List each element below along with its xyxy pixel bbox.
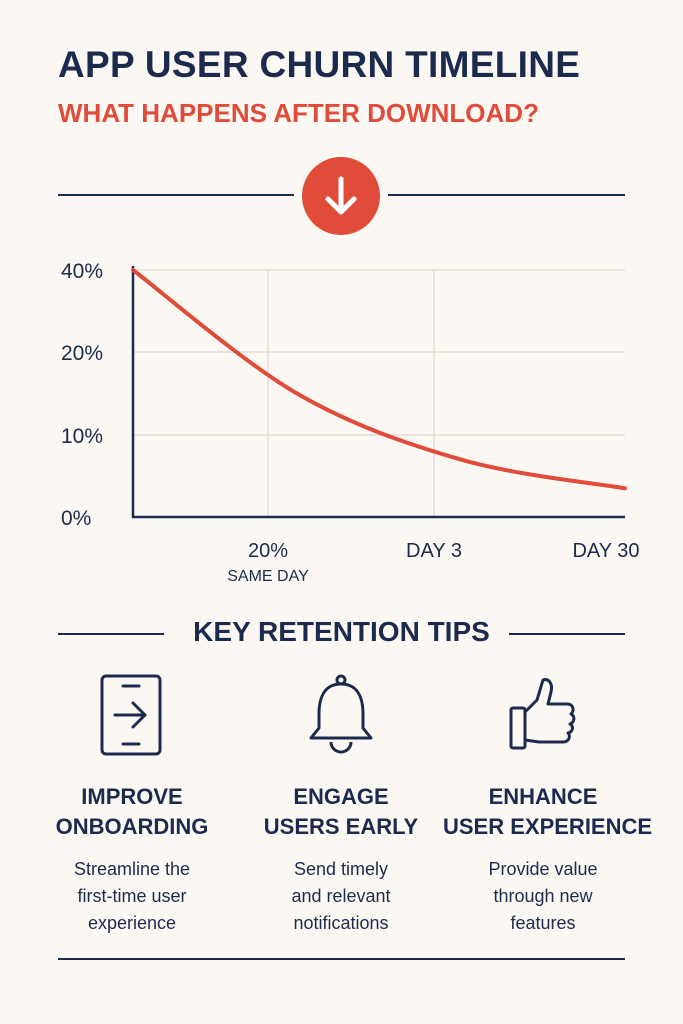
x-tick-labels: 20% SAME DAY DAY 3 DAY 30 bbox=[227, 540, 639, 585]
download-badge bbox=[302, 157, 380, 235]
x-tick-label: DAY 3 bbox=[406, 540, 462, 562]
tip-desc-line: Send timely bbox=[293, 859, 389, 879]
tips-divider-right bbox=[509, 633, 625, 635]
page-title: APP USER CHURN TIMELINE bbox=[58, 44, 581, 85]
tip-desc-line: first-time user bbox=[77, 886, 187, 906]
tips-section-title: KEY RETENTION TIPS bbox=[193, 616, 490, 647]
x-tick-label: 20% bbox=[248, 540, 288, 562]
tip-desc-line: Provide value bbox=[488, 859, 598, 879]
tip-desc-line: through new bbox=[493, 886, 593, 906]
tip-desc-line: notifications bbox=[293, 913, 389, 933]
y-tick-label: 0% bbox=[61, 507, 91, 530]
y-tick-label: 40% bbox=[61, 260, 103, 283]
tip-desc-line: features bbox=[510, 913, 576, 933]
tip-title-line: USERS EARLY bbox=[263, 814, 419, 839]
footer-divider bbox=[58, 958, 625, 960]
x-tick-label: DAY 30 bbox=[572, 540, 639, 562]
bell-icon bbox=[309, 674, 373, 754]
churn-chart: 40% 20% 10% 0% 20% SAME DAY DAY 3 DAY 30 bbox=[61, 260, 640, 585]
tip-enhance-experience: ENHANCE USER EXPERIENCE Provide value th… bbox=[443, 670, 653, 937]
y-tick-label: 20% bbox=[61, 342, 103, 365]
tip-description: Provide value through new features bbox=[443, 856, 643, 937]
thumbs-up-icon bbox=[509, 678, 576, 750]
tip-title-line: ENHANCE bbox=[488, 784, 598, 809]
tip-title-line: ONBOARDING bbox=[55, 814, 209, 839]
phone-arrow-icon bbox=[100, 674, 162, 756]
tip-title: IMPROVE ONBOARDING bbox=[32, 782, 232, 842]
tip-description: Send timely and relevant notifications bbox=[241, 856, 441, 937]
chart-grid bbox=[133, 269, 625, 517]
tip-title: ENHANCE USER EXPERIENCE bbox=[443, 782, 653, 842]
arrow-down-icon bbox=[325, 176, 357, 215]
header-divider-left bbox=[58, 194, 294, 196]
churn-line bbox=[131, 268, 627, 491]
tip-title: ENGAGE USERS EARLY bbox=[241, 782, 441, 842]
tip-desc-line: Streamline the bbox=[73, 859, 191, 879]
header-divider-right bbox=[388, 194, 625, 196]
tip-engage-users: ENGAGE USERS EARLY Send timely and relev… bbox=[241, 670, 441, 937]
x-tick-sublabel: SAME DAY bbox=[227, 568, 309, 585]
tip-improve-onboarding: IMPROVE ONBOARDING Streamline the first-… bbox=[32, 670, 232, 937]
chart-series bbox=[131, 268, 627, 491]
tip-description: Streamline the first-time user experienc… bbox=[32, 856, 232, 937]
tip-desc-line: and relevant bbox=[291, 886, 391, 906]
y-tick-labels: 40% 20% 10% 0% bbox=[61, 260, 103, 530]
tip-desc-line: experience bbox=[87, 913, 177, 933]
page-subtitle: WHAT HAPPENS AFTER DOWNLOAD? bbox=[58, 98, 539, 128]
chart-axes bbox=[131, 266, 625, 519]
tip-title-line: IMPROVE bbox=[81, 784, 183, 809]
tips-divider-left bbox=[58, 633, 164, 635]
y-tick-label: 10% bbox=[61, 425, 103, 448]
tip-title-line: USER EXPERIENCE bbox=[443, 814, 653, 839]
tip-title-line: ENGAGE bbox=[293, 784, 389, 809]
